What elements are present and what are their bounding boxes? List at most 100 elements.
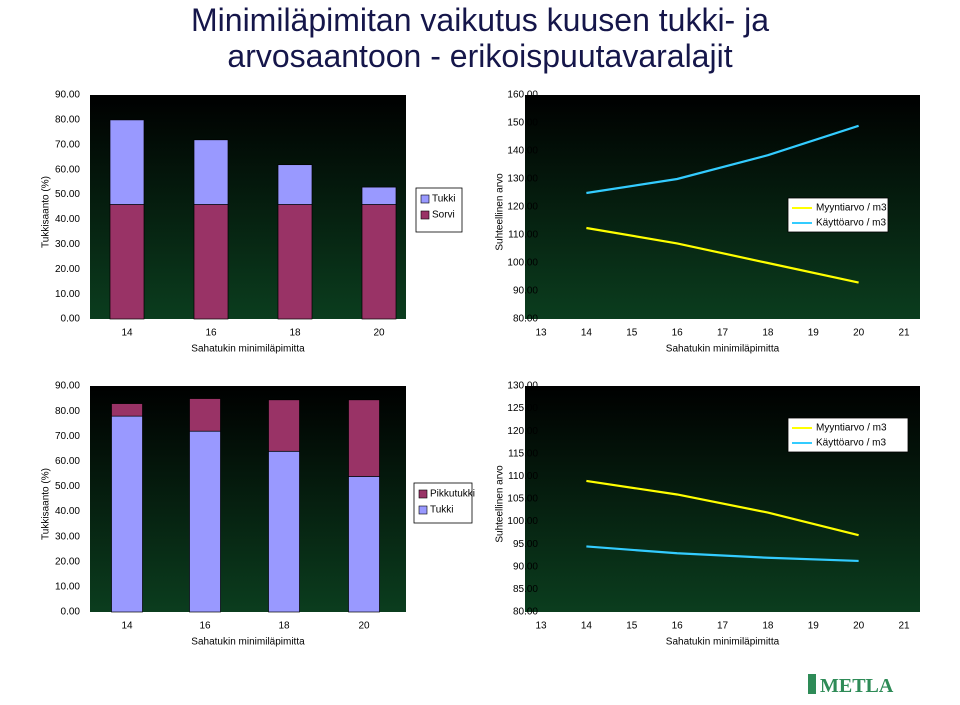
chart3-ytick-label: 125.00 — [507, 403, 538, 414]
chart1-ylabel: Suhteellinen arvo — [495, 173, 506, 251]
chart1-ytick-label: 130.00 — [507, 174, 538, 185]
chart2-xlabel: Sahatukin minimiläpimitta — [191, 637, 305, 648]
chart2-ytick-label: 90.00 — [55, 381, 80, 392]
chart1-legend-label: Käyttöarvo / m3 — [816, 218, 886, 229]
chart1-xlabel: Sahatukin minimiläpimitta — [666, 344, 780, 355]
chart1-xtick-label: 19 — [808, 328, 820, 339]
chart3-legend-label: Myyntiarvo / m3 — [816, 423, 887, 434]
chart1-legend-label: Myyntiarvo / m3 — [816, 203, 887, 214]
chart2-legend-label: Tukki — [430, 505, 454, 516]
chart1-xtick-label: 18 — [762, 328, 774, 339]
chart3-ytick-label: 130.00 — [507, 381, 538, 392]
chart0-ytick-label: 40.00 — [55, 214, 80, 225]
chart1-ytick-label: 80.00 — [513, 314, 538, 325]
title-line-2: arvosaantoon - erikoispuutavaralajit — [227, 38, 733, 74]
chart3-ytick-label: 85.00 — [513, 584, 538, 595]
chart3-ytick-label: 80.00 — [513, 607, 538, 618]
chart2-ytick-label: 70.00 — [55, 431, 80, 442]
chart3-xtick-label: 13 — [535, 621, 547, 632]
title-line-1: Minimiläpimitan vaikutus kuusen tukki- j… — [191, 2, 769, 38]
chart2-legend-swatch — [418, 505, 428, 515]
chart2-legend-swatch — [418, 489, 428, 499]
chart2-bar-pikkutukki — [268, 399, 300, 452]
chart2-bar-tukki — [189, 430, 221, 613]
chart-title: Minimiläpimitan vaikutus kuusen tukki- j… — [0, 2, 960, 74]
chart0-bar-tukki — [109, 119, 145, 205]
chart0-legend-swatch — [420, 194, 430, 204]
chart2-xtick-label: 20 — [358, 621, 370, 632]
chart2-ytick-label: 20.00 — [55, 556, 80, 567]
chart3-legend-box — [787, 417, 909, 453]
chart2-ytick-label: 50.00 — [55, 481, 80, 492]
chart2-ytick-label: 10.00 — [55, 582, 80, 593]
chart3-xlabel: Sahatukin minimiläpimitta — [666, 637, 780, 648]
chart3-xtick-label: 16 — [672, 621, 684, 632]
chart2-bar-pikkutukki — [189, 398, 221, 432]
chart0-xlabel: Sahatukin minimiläpimitta — [191, 344, 305, 355]
chart0-ytick-label: 0.00 — [61, 314, 81, 325]
chart1-xtick-label: 17 — [717, 328, 729, 339]
chart0-bar-tukki — [361, 186, 397, 205]
chart3-xtick-label: 15 — [626, 621, 638, 632]
chart2-ytick-label: 0.00 — [61, 607, 81, 618]
chart0-bar-sorvi — [277, 204, 313, 320]
chart3-legend-label: Käyttöarvo / m3 — [816, 438, 886, 449]
chart2-xtick-label: 14 — [121, 621, 133, 632]
chart1-xtick-label: 14 — [581, 328, 593, 339]
chart1-ytick-label: 100.00 — [507, 258, 538, 269]
chart3-ytick-label: 90.00 — [513, 561, 538, 572]
chart3-ytick-label: 100.00 — [507, 516, 538, 527]
chart0-ytick-label: 30.00 — [55, 239, 80, 250]
chart0-ytick-label: 90.00 — [55, 90, 80, 101]
chart3-ytick-label: 110.00 — [508, 471, 538, 482]
chart2-ytick-label: 80.00 — [55, 406, 80, 417]
chart2-ylabel: Tukkisaanto (%) — [41, 468, 52, 540]
chart0-ytick-label: 80.00 — [55, 115, 80, 126]
chart0-bar-tukki — [193, 139, 229, 205]
chart3-xtick-label: 20 — [853, 621, 865, 632]
chart1-ytick-label: 90.00 — [513, 286, 538, 297]
chart2-bar-pikkutukki — [348, 399, 380, 477]
chart2-bar-pikkutukki — [111, 403, 143, 417]
chart3-line-myyntiarvo — [586, 479, 859, 537]
chart2-ytick-label: 60.00 — [55, 456, 80, 467]
chart1-ytick-label: 110.00 — [508, 230, 538, 241]
chart2-bar-tukki — [111, 415, 143, 613]
chart2-xtick-label: 16 — [199, 621, 211, 632]
chart1-line-käyttöarvo — [586, 124, 859, 195]
chart2-legend-label: Pikkutukki — [430, 489, 475, 500]
logo-mark-icon — [808, 674, 816, 694]
chart2-ytick-label: 40.00 — [55, 506, 80, 517]
chart3-xtick-label: 19 — [808, 621, 820, 632]
chart0-xtick-label: 14 — [121, 328, 133, 339]
chart0-ytick-label: 70.00 — [55, 139, 80, 150]
chart1-xtick-label: 20 — [853, 328, 865, 339]
chart0-legend-label: Tukki — [432, 194, 456, 205]
chart2-xtick-label: 18 — [278, 621, 290, 632]
chart1-ytick-label: 120.00 — [507, 202, 538, 213]
chart3-xtick-label: 14 — [581, 621, 593, 632]
metla-logo: METLA — [808, 672, 908, 703]
chart1-ytick-label: 160.00 — [507, 90, 538, 101]
chart2-legend-box — [413, 482, 473, 524]
chart1-xtick-label: 13 — [535, 328, 547, 339]
chart3-xtick-label: 17 — [717, 621, 729, 632]
chart0-legend-label: Sorvi — [432, 210, 455, 221]
chart0-ytick-label: 60.00 — [55, 164, 80, 175]
chart3-line-käyttöarvo — [586, 545, 859, 563]
chart0-xtick-label: 18 — [289, 328, 301, 339]
chart0-bar-sorvi — [109, 204, 145, 320]
chart1-xtick-label: 15 — [626, 328, 638, 339]
chart3-xtick-label: 18 — [762, 621, 774, 632]
chart3-ytick-label: 105.00 — [507, 494, 538, 505]
chart2-ytick-label: 30.00 — [55, 531, 80, 542]
chart3-xtick-label: 21 — [898, 621, 910, 632]
chart1-ytick-label: 140.00 — [507, 146, 538, 157]
chart0-xtick-label: 16 — [205, 328, 217, 339]
chart1-ytick-label: 150.00 — [507, 118, 538, 129]
chart3-ylabel: Suhteellinen arvo — [495, 465, 506, 543]
chart0-ylabel: Tukkisaanto (%) — [41, 176, 52, 248]
chart0-bar-sorvi — [361, 204, 397, 320]
chart2-bar-tukki — [268, 450, 300, 613]
